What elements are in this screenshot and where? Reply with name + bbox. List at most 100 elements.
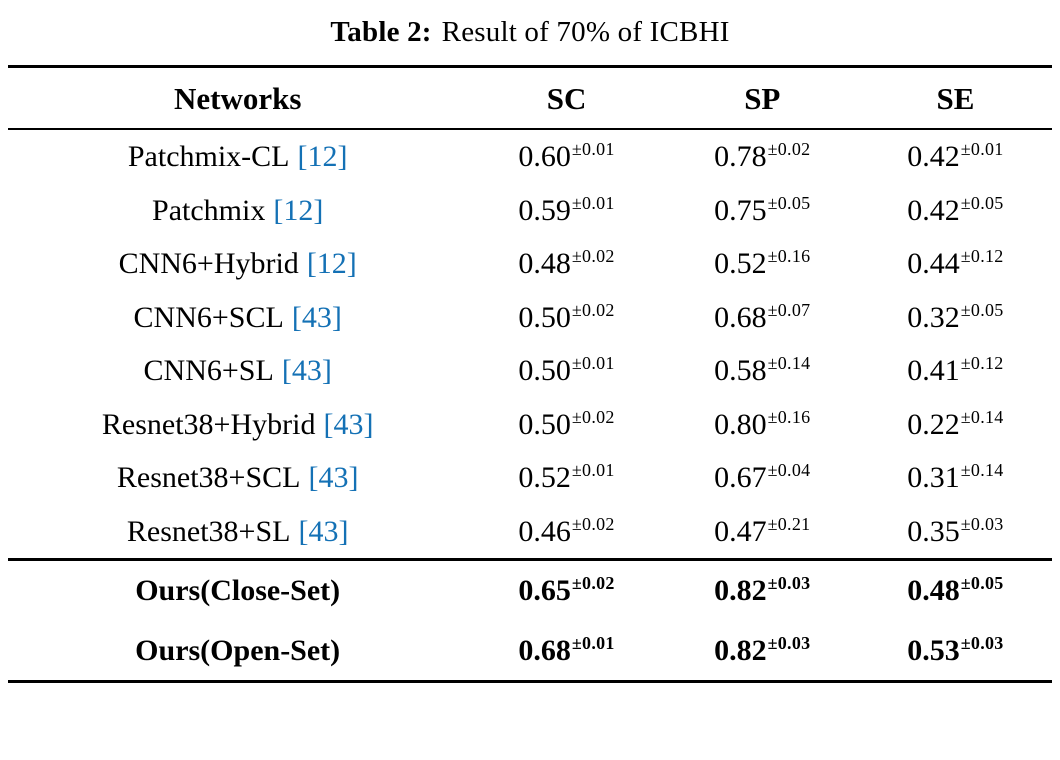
sc-cell: 0.60±0.01	[467, 129, 665, 184]
citation-link[interactable]: [43]	[281, 354, 332, 387]
se-uncertainty: ±0.14	[960, 460, 1004, 480]
sp-cell: 0.80±0.16	[666, 398, 859, 452]
table-caption: Table 2: Result of 70% of ICBHI	[0, 10, 1060, 65]
sp-value: 0.47	[714, 514, 767, 548]
sp-uncertainty: ±0.07	[767, 299, 811, 320]
sc-value: 0.59	[518, 193, 571, 227]
se-value: 0.31	[907, 461, 960, 494]
sp-value: 0.78	[714, 140, 767, 173]
sc-uncertainty: ±0.02	[571, 246, 615, 266]
citation-link[interactable]: [12]	[297, 140, 348, 173]
se-cell: 0.42±0.01	[859, 129, 1052, 184]
citation-link[interactable]: [12]	[273, 193, 324, 227]
sc-uncertainty: ±0.01	[571, 192, 615, 213]
sp-cell: 0.82±0.03	[666, 560, 859, 621]
sp-cell: 0.58±0.14	[666, 344, 859, 398]
sp-uncertainty: ±0.16	[767, 246, 811, 266]
header-sp: SP	[744, 81, 781, 116]
sp-cell: 0.52±0.16	[666, 237, 859, 291]
sp-value: 0.80	[714, 407, 767, 441]
sp-uncertainty: ±0.14	[767, 353, 811, 373]
sp-cell: 0.78±0.02	[666, 129, 859, 184]
network-name: Patchmix-CL	[127, 140, 290, 173]
citation-link[interactable]: [43]	[291, 300, 342, 334]
citation-link[interactable]: [43]	[308, 461, 359, 494]
se-cell: 0.31±0.14	[859, 451, 1052, 505]
sc-cell: 0.65±0.02	[467, 560, 665, 621]
se-uncertainty: ±0.01	[960, 139, 1004, 159]
network-name: Resnet38+Hybrid	[101, 407, 316, 441]
network-name: Resnet38+SCL	[116, 461, 301, 494]
se-value: 0.32	[907, 300, 960, 334]
sc-uncertainty: ±0.01	[571, 460, 615, 480]
network-cell: Ours(Close-Set)	[8, 560, 467, 621]
sc-cell: 0.48±0.02	[467, 237, 665, 291]
se-uncertainty: ±0.05	[960, 192, 1004, 213]
sp-value: 0.68	[714, 300, 767, 334]
network-cell: Patchmix-CL [12]	[8, 129, 467, 184]
sp-value: 0.75	[714, 193, 767, 227]
se-value: 0.44	[907, 247, 960, 280]
table-row: Resnet38+Hybrid [43] 0.50±0.02 0.80±0.16 …	[8, 398, 1052, 452]
sp-uncertainty: ±0.21	[767, 513, 811, 534]
header-sc: SC	[546, 81, 587, 116]
network-name: Patchmix	[152, 193, 266, 227]
caption-text: Result of 70% of ICBHI	[441, 16, 730, 48]
se-cell: 0.48±0.05	[859, 560, 1052, 621]
sc-value: 0.50	[518, 407, 571, 441]
sp-value: 0.52	[714, 247, 767, 280]
table-row: CNN6+SL [43] 0.50±0.01 0.58±0.14 0.41±0.1…	[8, 344, 1052, 398]
network-cell: Resnet38+Hybrid [43]	[8, 398, 467, 452]
se-value: 0.35	[907, 514, 960, 548]
ours-rows: Ours(Close-Set) 0.65±0.02 0.82±0.03 0.48…	[8, 559, 1052, 682]
se-uncertainty: ±0.12	[960, 246, 1004, 266]
sc-cell: 0.59±0.01	[467, 184, 665, 238]
table-row: Patchmix-CL [12] 0.60±0.01 0.78±0.02 0.42…	[8, 129, 1052, 184]
sp-cell: 0.75±0.05	[666, 184, 859, 238]
network-name: Resnet38+SL	[126, 514, 291, 548]
network-name: CNN6+Hybrid	[118, 247, 299, 280]
network-name: Ours(Open-Set)	[135, 633, 341, 667]
network-cell: Resnet38+SL [43]	[8, 505, 467, 560]
table-row-ours-open-set: Ours(Open-Set) 0.68±0.01 0.82±0.03 0.53±…	[8, 621, 1052, 682]
table-row: Resnet38+SL [43] 0.46±0.02 0.47±0.21 0.35…	[8, 505, 1052, 560]
sp-cell: 0.47±0.21	[666, 505, 859, 560]
citation-link[interactable]: [12]	[306, 247, 357, 280]
se-value: 0.42	[907, 140, 960, 173]
table-row: CNN6+Hybrid [12] 0.48±0.02 0.52±0.16 0.44…	[8, 237, 1052, 291]
sp-value: 0.82	[714, 574, 767, 607]
table-row: CNN6+SCL [43] 0.50±0.02 0.68±0.07 0.32±0.…	[8, 291, 1052, 345]
se-uncertainty: ±0.12	[960, 353, 1004, 373]
results-table: Networks SC SP SE Patchmix-CL [12] 0.60±0…	[8, 65, 1052, 683]
sp-uncertainty: ±0.03	[767, 632, 811, 653]
se-uncertainty: ±0.05	[960, 573, 1004, 593]
sp-uncertainty: ±0.16	[767, 406, 811, 427]
se-uncertainty: ±0.05	[960, 299, 1004, 320]
se-uncertainty: ±0.14	[960, 406, 1004, 427]
se-cell: 0.32±0.05	[859, 291, 1052, 345]
sp-value: 0.82	[714, 633, 767, 667]
header-networks: Networks	[173, 81, 302, 116]
se-value: 0.41	[907, 354, 960, 387]
sp-value: 0.67	[714, 461, 767, 494]
se-value: 0.53	[907, 633, 960, 667]
sp-uncertainty: ±0.05	[767, 192, 811, 213]
sc-value: 0.46	[518, 514, 571, 548]
se-uncertainty: ±0.03	[960, 513, 1004, 534]
sc-value: 0.68	[518, 633, 571, 667]
sp-cell: 0.68±0.07	[666, 291, 859, 345]
sc-value: 0.48	[518, 247, 571, 280]
network-cell: Ours(Open-Set)	[8, 621, 467, 682]
sc-cell: 0.46±0.02	[467, 505, 665, 560]
network-cell: CNN6+SCL [43]	[8, 291, 467, 345]
se-value: 0.22	[907, 407, 960, 441]
caption-label: Table 2:	[330, 16, 432, 48]
sc-cell: 0.50±0.02	[467, 398, 665, 452]
network-cell: Resnet38+SCL [43]	[8, 451, 467, 505]
sp-value: 0.58	[714, 354, 767, 387]
citation-link[interactable]: [43]	[323, 407, 374, 441]
network-name: Ours(Close-Set)	[135, 574, 341, 607]
header-se: SE	[936, 81, 975, 116]
se-uncertainty: ±0.03	[960, 632, 1004, 653]
citation-link[interactable]: [43]	[298, 514, 349, 548]
